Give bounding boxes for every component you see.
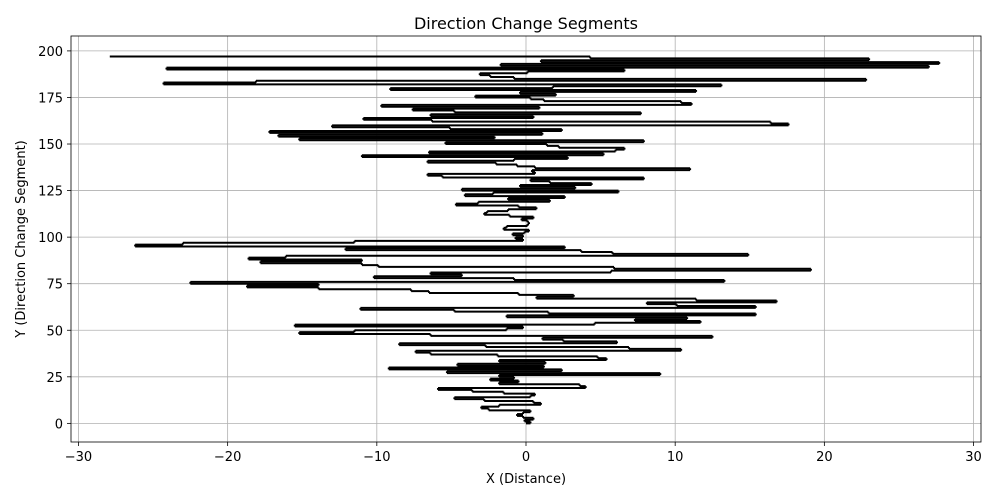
y-tick-label: 150 <box>38 138 63 153</box>
x-tick-label: 0 <box>522 450 530 465</box>
plot-area <box>109 55 941 425</box>
x-tick-label: −10 <box>363 450 390 465</box>
y-tick-label: 125 <box>38 185 63 200</box>
y-tick-label: 0 <box>55 417 63 432</box>
y-tick-label: 25 <box>46 371 63 386</box>
x-tick-label: 30 <box>965 450 982 465</box>
y-tick-label: 75 <box>46 278 63 293</box>
x-tick-label: 20 <box>816 450 833 465</box>
x-tick-label: 10 <box>667 450 684 465</box>
x-tick-label: −30 <box>65 450 92 465</box>
y-tick-label: 175 <box>38 91 63 106</box>
y-tick-label: 50 <box>46 324 63 339</box>
x-tick-label: −20 <box>214 450 241 465</box>
chart-title: Direction Change Segments <box>414 14 638 33</box>
x-axis-label: X (Distance) <box>486 472 566 487</box>
axis-ticks: −30 −20 −10 0 10 20 30 0 25 50 75 100 125 150 175 200 <box>38 45 982 465</box>
y-axis-label: Y (Direction Change Segment) <box>14 140 29 338</box>
y-tick-label: 200 <box>38 45 63 60</box>
y-tick-label: 100 <box>38 231 63 246</box>
